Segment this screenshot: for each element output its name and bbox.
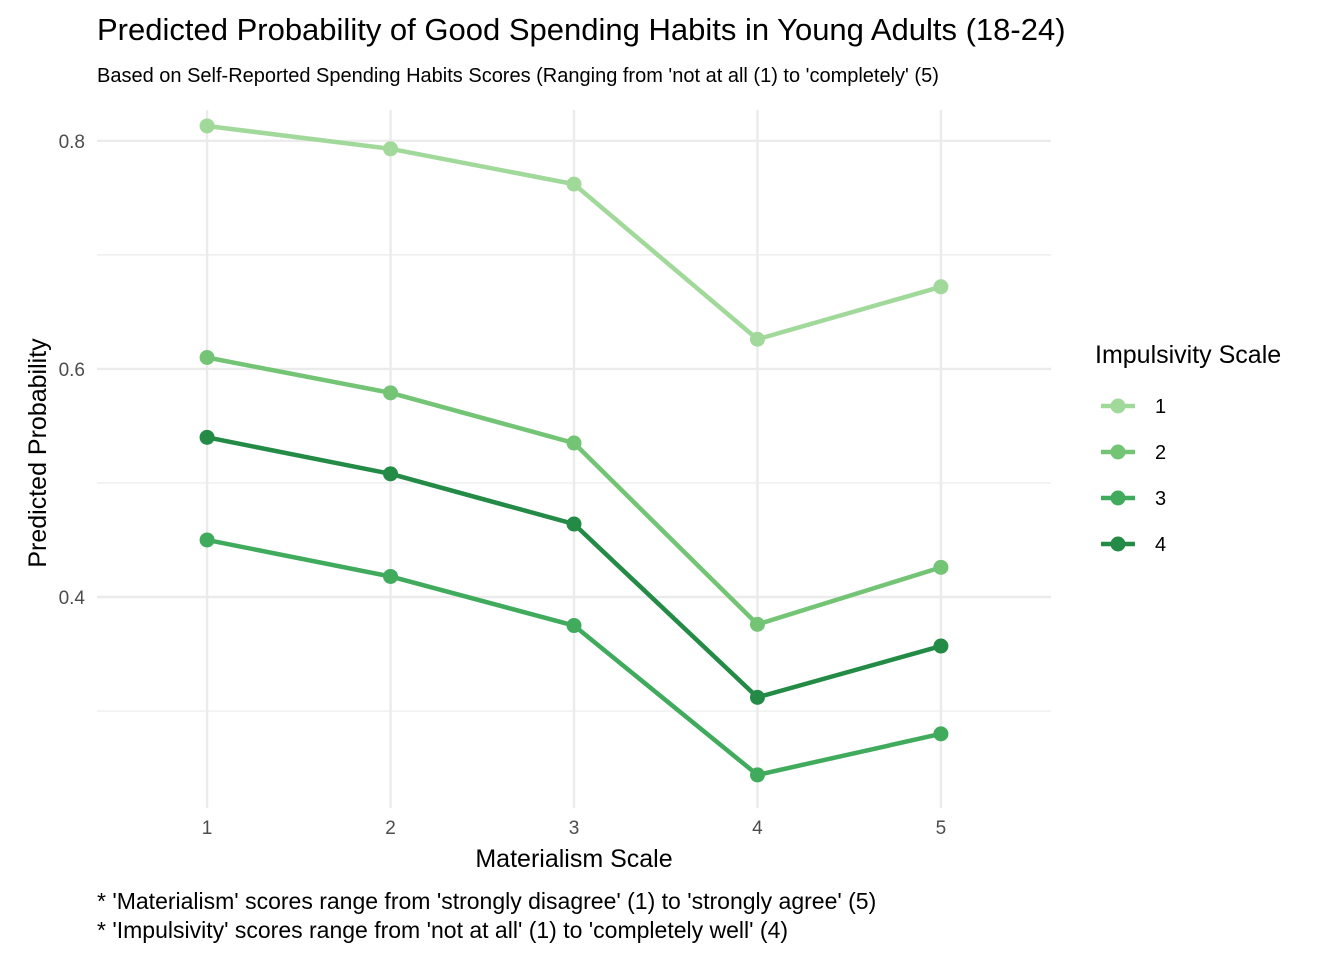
data-point xyxy=(383,385,399,401)
data-point xyxy=(199,429,215,445)
legend-label: 4 xyxy=(1155,534,1166,556)
grid-lines xyxy=(97,110,1051,808)
series-layer xyxy=(199,118,949,783)
data-point xyxy=(749,767,765,783)
legend-label: 1 xyxy=(1155,396,1166,418)
legend-key-point xyxy=(1110,536,1126,552)
series-impulsivity-1 xyxy=(199,118,949,347)
legend-title: Impulsivity Scale xyxy=(1095,341,1281,369)
legend-label: 2 xyxy=(1155,442,1166,464)
legend-item-4: 4 xyxy=(1101,534,1166,556)
data-point xyxy=(933,559,949,575)
y-axis-title: Predicted Probability xyxy=(24,338,52,568)
data-point xyxy=(749,689,765,705)
legend-items: 1 2 3 4 xyxy=(1101,396,1166,556)
y-tick-label: 0.4 xyxy=(59,588,86,609)
x-tick-label: 1 xyxy=(202,818,213,839)
caption-materialism: * 'Materialism' scores range from 'stron… xyxy=(97,888,876,914)
data-point xyxy=(566,618,582,634)
x-tick-label: 3 xyxy=(569,818,580,839)
x-tick-label: 2 xyxy=(385,818,396,839)
axis-tick-labels: 0.4 0.6 0.8 1 2 3 4 5 xyxy=(59,132,947,839)
data-point xyxy=(566,435,582,451)
x-tick-label: 5 xyxy=(936,818,947,839)
data-point xyxy=(749,331,765,347)
y-tick-label: 0.8 xyxy=(59,132,85,153)
y-tick-label: 0.6 xyxy=(59,360,85,381)
data-point xyxy=(749,616,765,632)
series-impulsivity-3 xyxy=(199,532,949,783)
x-axis-title: Materialism Scale xyxy=(475,845,672,873)
chart-subtitle: Based on Self-Reported Spending Habits S… xyxy=(97,65,939,87)
legend-item-1: 1 xyxy=(1101,396,1166,418)
data-point xyxy=(933,279,949,295)
caption-impulsivity: * 'Impulsivity' scores range from 'not a… xyxy=(97,917,788,943)
data-point xyxy=(383,141,399,157)
data-point xyxy=(199,349,215,365)
data-point xyxy=(383,466,399,482)
series-impulsivity-2 xyxy=(199,349,949,632)
legend-key-point xyxy=(1110,490,1126,506)
data-point xyxy=(566,176,582,192)
legend-key-point xyxy=(1110,444,1126,460)
data-point xyxy=(933,726,949,742)
data-point xyxy=(199,532,215,548)
x-tick-label: 4 xyxy=(752,818,763,839)
legend-item-2: 2 xyxy=(1101,442,1166,464)
legend: Impulsivity Scale 1 2 3 4 xyxy=(1095,341,1281,556)
legend-item-3: 3 xyxy=(1101,488,1166,510)
data-point xyxy=(566,516,582,532)
series-impulsivity-4 xyxy=(199,429,949,705)
data-point xyxy=(933,638,949,654)
data-point xyxy=(383,568,399,584)
legend-key-point xyxy=(1110,398,1126,414)
data-point xyxy=(199,118,215,134)
legend-label: 3 xyxy=(1155,488,1166,510)
chart-title: Predicted Probability of Good Spending H… xyxy=(97,12,1066,47)
